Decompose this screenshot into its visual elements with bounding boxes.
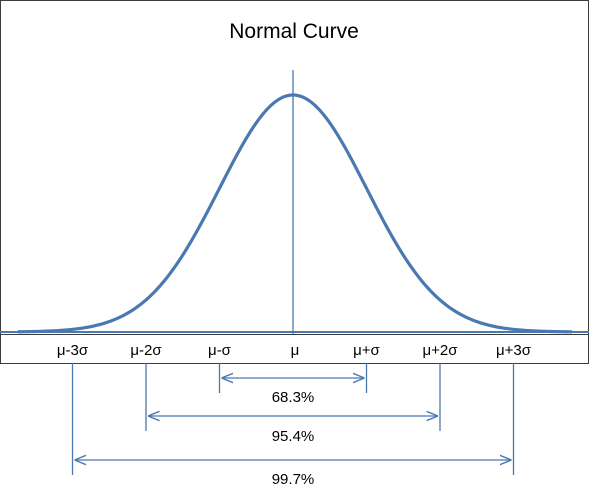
tick-label-mu-minus-sigma: μ-σ bbox=[208, 342, 232, 359]
tick-label-mu-plus-2sigma: μ+2σ bbox=[422, 342, 458, 359]
chart-frame bbox=[0, 0, 589, 335]
normal-curve bbox=[17, 93, 573, 334]
two-sigma-percentage-label: 95.4% bbox=[272, 428, 315, 445]
tick-label-mu: μ bbox=[291, 342, 300, 359]
chart-title: Normal Curve bbox=[229, 20, 359, 43]
tick-label-mu-minus-3sigma: μ-3σ bbox=[57, 342, 89, 359]
one-sigma-percentage-label: 68.3% bbox=[272, 389, 315, 406]
tick-label-mu-plus-sigma: μ+σ bbox=[353, 342, 380, 359]
three-sigma-percentage-label: 99.7% bbox=[272, 471, 315, 488]
tick-label-mu-minus-2sigma: μ-2σ bbox=[130, 342, 162, 359]
tick-label-mu-plus-3sigma: μ+3σ bbox=[496, 342, 532, 359]
